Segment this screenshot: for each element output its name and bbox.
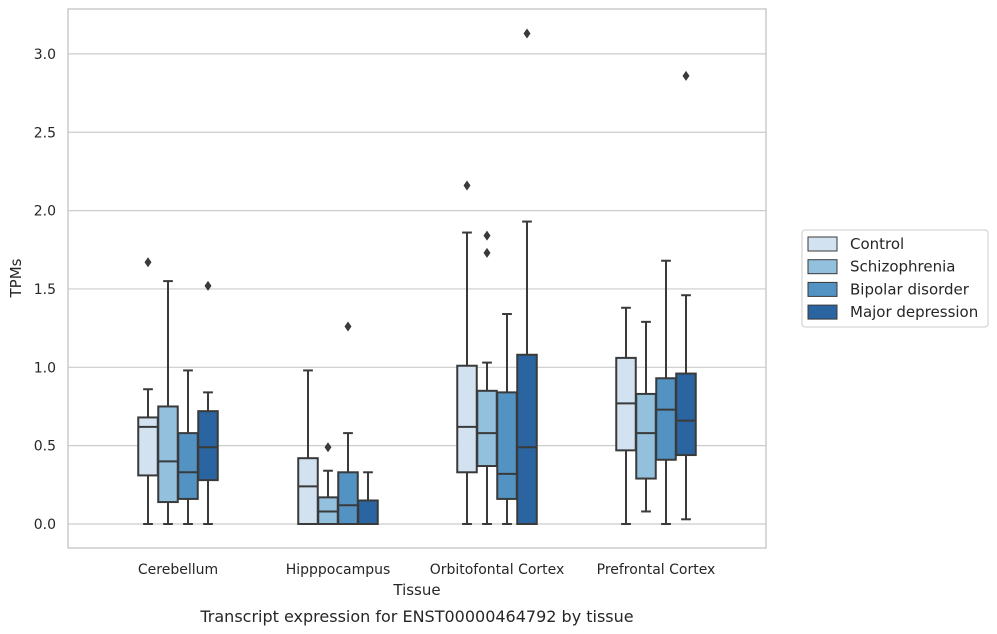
legend-label: Schizophrenia	[850, 258, 955, 276]
x-tick-label: Cerebellum	[138, 562, 218, 578]
box-3-3	[675, 70, 697, 521]
box-iqr	[357, 499, 379, 525]
outlier-point	[344, 321, 352, 332]
legend-swatch	[807, 259, 838, 275]
legend-swatch	[807, 236, 838, 252]
y-tick-label: 3.0	[34, 47, 56, 63]
outlier-point	[523, 28, 531, 39]
outlier-point	[324, 442, 332, 453]
y-tick-label: 2.0	[34, 204, 56, 220]
legend-frame	[801, 229, 989, 328]
y-tick-label: 0.5	[34, 439, 56, 455]
box-layer	[137, 28, 697, 526]
box-1-2	[337, 321, 359, 525]
plot-frame	[67, 8, 767, 549]
box-iqr	[635, 392, 657, 480]
box-0-3	[197, 280, 219, 525]
box-1-0	[297, 369, 319, 526]
box-3-0	[615, 306, 637, 525]
box-2-0	[456, 180, 478, 525]
box-1-1	[317, 442, 339, 525]
box-iqr	[177, 432, 199, 500]
x-tick-label: Orbitofontal Cortex	[430, 562, 565, 578]
box-0-2	[177, 369, 199, 525]
box-2-2	[496, 313, 518, 525]
y-axis-label: TPMs	[7, 258, 25, 298]
box-iqr	[297, 457, 319, 526]
box-iqr	[337, 471, 359, 525]
box-2-1	[476, 230, 498, 525]
legend-label: Control	[850, 235, 904, 253]
figure-caption: Transcript expression for ENST0000046479…	[199, 607, 633, 626]
y-tick-label: 1.0	[34, 360, 56, 376]
box-2-3	[516, 28, 538, 525]
legend-items: Control Schizophrenia Bipolar disorder Majo…	[807, 235, 978, 321]
box-1-3	[357, 471, 379, 525]
box-3-2	[655, 259, 677, 525]
y-tick-label: 1.5	[34, 282, 56, 298]
x-tick-label: Hipppocampus	[286, 562, 391, 578]
box-iqr	[197, 410, 219, 482]
box-iqr	[655, 377, 677, 461]
legend-label: Bipolar disorder	[850, 280, 970, 298]
box-iqr	[516, 353, 538, 525]
y-tick-labels: 0.0 0.5 1.0 1.5 2.0 2.5 3.0	[34, 47, 56, 533]
y-tick-label: 0.0	[34, 517, 56, 533]
legend-swatch	[807, 281, 838, 297]
x-tick-labels: Cerebellum Hipppocampus Orbitofontal Corte…	[138, 562, 715, 578]
outlier-point	[682, 70, 690, 81]
box-iqr	[476, 389, 498, 468]
box-0-1	[157, 280, 179, 525]
box-iqr	[675, 372, 697, 457]
outlier-point	[483, 247, 491, 258]
box-iqr	[496, 391, 518, 500]
box-iqr	[456, 364, 478, 474]
outlier-point	[463, 180, 471, 191]
box-3-1	[635, 320, 657, 513]
box-iqr	[157, 405, 179, 504]
box-0-0	[137, 257, 159, 525]
legend: Control Schizophrenia Bipolar disorder Majo…	[801, 229, 989, 328]
outlier-point	[483, 230, 491, 241]
outlier-point	[144, 257, 152, 268]
legend-label: Major depression	[850, 303, 978, 321]
outlier-point	[204, 280, 212, 291]
x-tick-label: Prefrontal Cortex	[597, 562, 716, 578]
x-axis-label: Tissue	[392, 581, 440, 599]
legend-swatch	[807, 304, 838, 320]
y-tick-label: 2.5	[34, 125, 56, 141]
